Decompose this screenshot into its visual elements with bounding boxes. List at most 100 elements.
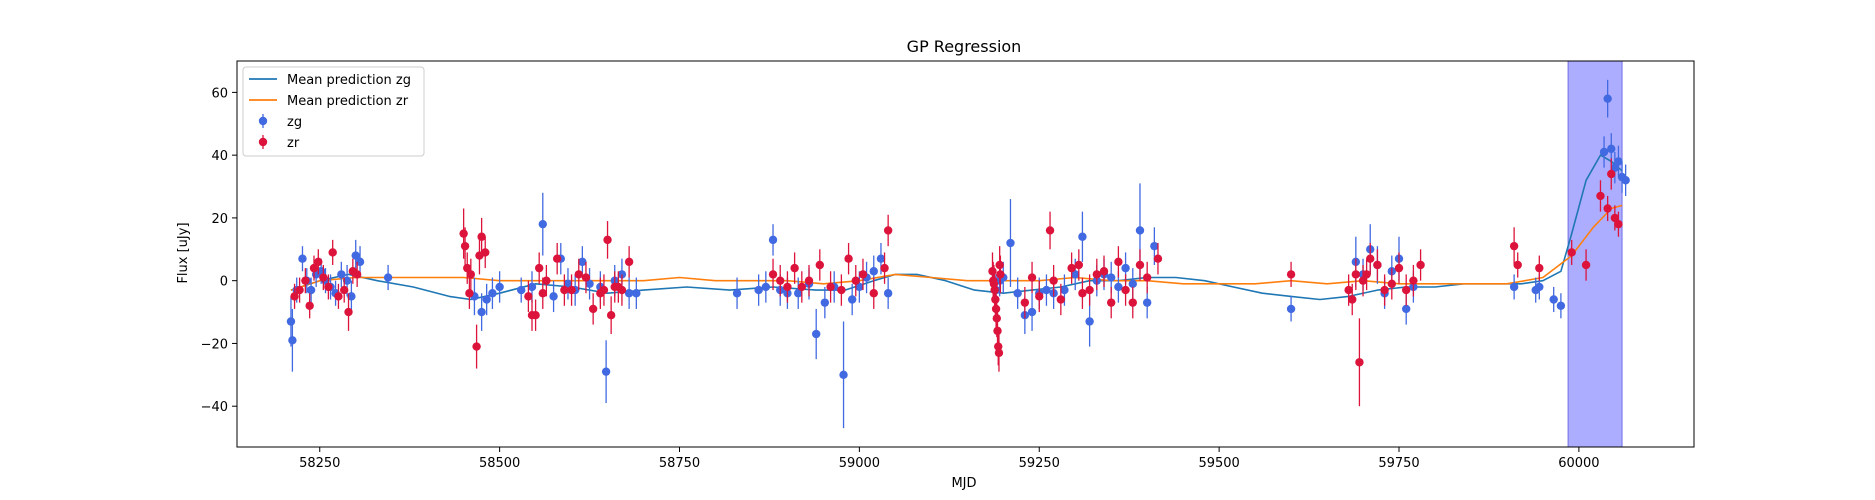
legend-label: Mean prediction zr: [287, 94, 409, 109]
zr-marker: [552, 254, 562, 263]
zg-point: [761, 271, 771, 303]
zr-point: [465, 277, 474, 309]
zr-marker: [1366, 254, 1375, 263]
zr-point: [858, 258, 868, 291]
zr-marker: [991, 295, 1000, 304]
zr-marker: [538, 289, 547, 298]
zr-point: [334, 283, 343, 309]
zr-point: [1607, 158, 1616, 190]
zg-point: [477, 293, 486, 331]
zg-marker: [337, 270, 346, 279]
axes-frame: [236, 60, 1695, 448]
zg-marker: [578, 257, 587, 267]
zg-marker: [549, 292, 558, 301]
zr-marker: [606, 310, 616, 320]
zr-marker: [1535, 263, 1544, 273]
zr-marker: [1074, 260, 1084, 270]
zg-point: [288, 308, 297, 372]
zg-marker: [1071, 270, 1080, 279]
x-tick-label: 60000: [1558, 456, 1599, 471]
zr-point: [1596, 180, 1605, 212]
zr-marker: [560, 285, 569, 295]
zr-point: [768, 258, 778, 291]
zg-marker: [563, 279, 573, 289]
legend-box: [242, 66, 425, 157]
zr-marker: [790, 263, 799, 273]
zr-marker: [524, 292, 533, 301]
x-tick-label: 59750: [1378, 456, 1419, 471]
zr-marker: [477, 232, 486, 241]
zg-point: [298, 246, 307, 272]
zr-point: [472, 324, 481, 369]
zg-marker: [1286, 304, 1296, 314]
x-tick-label: 59000: [839, 456, 880, 471]
zg-point: [549, 280, 558, 313]
zg-marker: [1085, 317, 1094, 326]
zr-point: [1092, 258, 1102, 291]
zg-point: [347, 280, 356, 313]
zr-marker: [1603, 204, 1612, 213]
zr-point: [560, 274, 569, 306]
zr-point: [534, 252, 544, 284]
zr-marker: [994, 348, 1004, 358]
zg-marker: [1610, 163, 1620, 172]
zr-point: [1135, 249, 1145, 281]
zr-marker: [804, 276, 814, 285]
zr-marker: [1607, 169, 1616, 179]
zg-marker: [1135, 226, 1145, 235]
zr-marker: [290, 292, 299, 301]
x-axis-ticks: 58250 58500 58750 59000 59250 59500 59750 60000: [299, 447, 1600, 471]
zr-marker: [581, 273, 591, 282]
zr-point: [319, 264, 328, 291]
zg-marker: [732, 289, 742, 298]
zr-point: [1567, 239, 1576, 265]
zr-marker: [1142, 273, 1152, 282]
chart-title: GP Regression: [907, 37, 1022, 56]
zr-marker: [1581, 260, 1591, 270]
zg-marker: [820, 298, 830, 307]
x-tick-label: 58500: [479, 456, 520, 471]
zg-point: [337, 261, 346, 287]
zg-marker: [1042, 285, 1051, 295]
zr-marker: [995, 260, 1004, 270]
zg-marker: [1121, 263, 1130, 273]
zr-marker: [990, 285, 999, 295]
zr-marker: [328, 248, 337, 257]
zg-marker: [1599, 147, 1609, 157]
zr-point: [844, 243, 853, 275]
zr-point: [1409, 264, 1418, 297]
zr-marker: [1373, 260, 1382, 270]
zr-marker: [460, 241, 470, 251]
zr-point: [1049, 264, 1058, 297]
zr-marker: [1020, 298, 1030, 307]
zg-point: [820, 286, 830, 319]
zr-marker: [314, 257, 323, 267]
zr-marker: [1513, 260, 1522, 270]
zr-marker: [301, 276, 310, 285]
zr-point: [1078, 277, 1087, 309]
zr-point: [1614, 211, 1623, 237]
zr-point: [880, 252, 889, 284]
zg-point: [839, 321, 848, 429]
zr-point: [352, 261, 362, 287]
zg-marker: [1607, 144, 1616, 154]
zr-point: [1027, 261, 1037, 294]
y-tick-label: −40: [201, 400, 228, 415]
zr-marker: [309, 263, 319, 273]
zr-marker: [1355, 358, 1364, 367]
zr-point: [1067, 252, 1076, 284]
zg-marker: [1142, 298, 1152, 307]
zg-point: [1027, 293, 1037, 331]
y-tick-label: −20: [201, 337, 228, 352]
y-tick-label: 0: [220, 275, 228, 290]
zr-marker: [994, 342, 1003, 351]
zr-marker: [465, 289, 474, 298]
zr-marker: [1085, 285, 1094, 295]
zg-point: [794, 277, 803, 309]
zr-marker: [588, 304, 598, 314]
zg-point: [495, 271, 504, 303]
zr-marker: [851, 276, 860, 285]
zg-marker: [1128, 279, 1137, 289]
zr-marker: [883, 226, 893, 235]
zr-marker: [844, 254, 853, 263]
